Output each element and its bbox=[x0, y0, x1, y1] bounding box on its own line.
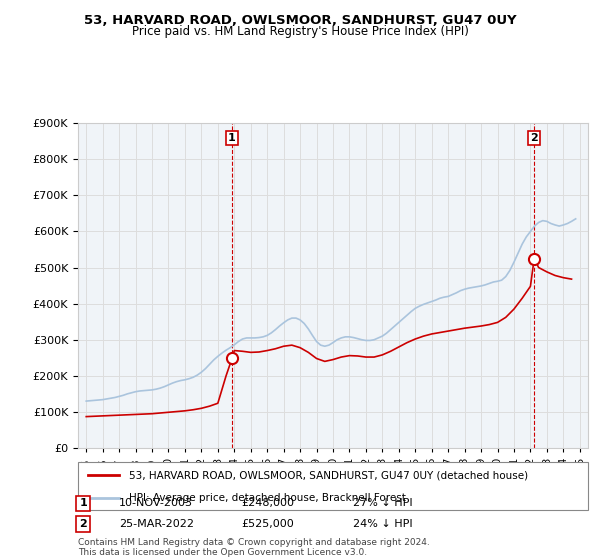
Text: £248,000: £248,000 bbox=[241, 498, 294, 508]
Text: 27% ↓ HPI: 27% ↓ HPI bbox=[353, 498, 413, 508]
Text: Contains HM Land Registry data © Crown copyright and database right 2024.
This d: Contains HM Land Registry data © Crown c… bbox=[78, 538, 430, 557]
Text: 53, HARVARD ROAD, OWLSMOOR, SANDHURST, GU47 0UY: 53, HARVARD ROAD, OWLSMOOR, SANDHURST, G… bbox=[83, 14, 517, 27]
Text: 2: 2 bbox=[79, 519, 87, 529]
FancyBboxPatch shape bbox=[78, 462, 588, 510]
Text: 24% ↓ HPI: 24% ↓ HPI bbox=[353, 519, 413, 529]
Text: £525,000: £525,000 bbox=[241, 519, 294, 529]
Text: 53, HARVARD ROAD, OWLSMOOR, SANDHURST, GU47 0UY (detached house): 53, HARVARD ROAD, OWLSMOOR, SANDHURST, G… bbox=[129, 470, 528, 480]
Text: 1: 1 bbox=[79, 498, 87, 508]
Text: 2: 2 bbox=[530, 133, 538, 143]
Text: HPI: Average price, detached house, Bracknell Forest: HPI: Average price, detached house, Brac… bbox=[129, 493, 406, 503]
Text: 1: 1 bbox=[228, 133, 236, 143]
Text: Price paid vs. HM Land Registry's House Price Index (HPI): Price paid vs. HM Land Registry's House … bbox=[131, 25, 469, 38]
Text: 25-MAR-2022: 25-MAR-2022 bbox=[119, 519, 194, 529]
Text: 10-NOV-2003: 10-NOV-2003 bbox=[119, 498, 193, 508]
